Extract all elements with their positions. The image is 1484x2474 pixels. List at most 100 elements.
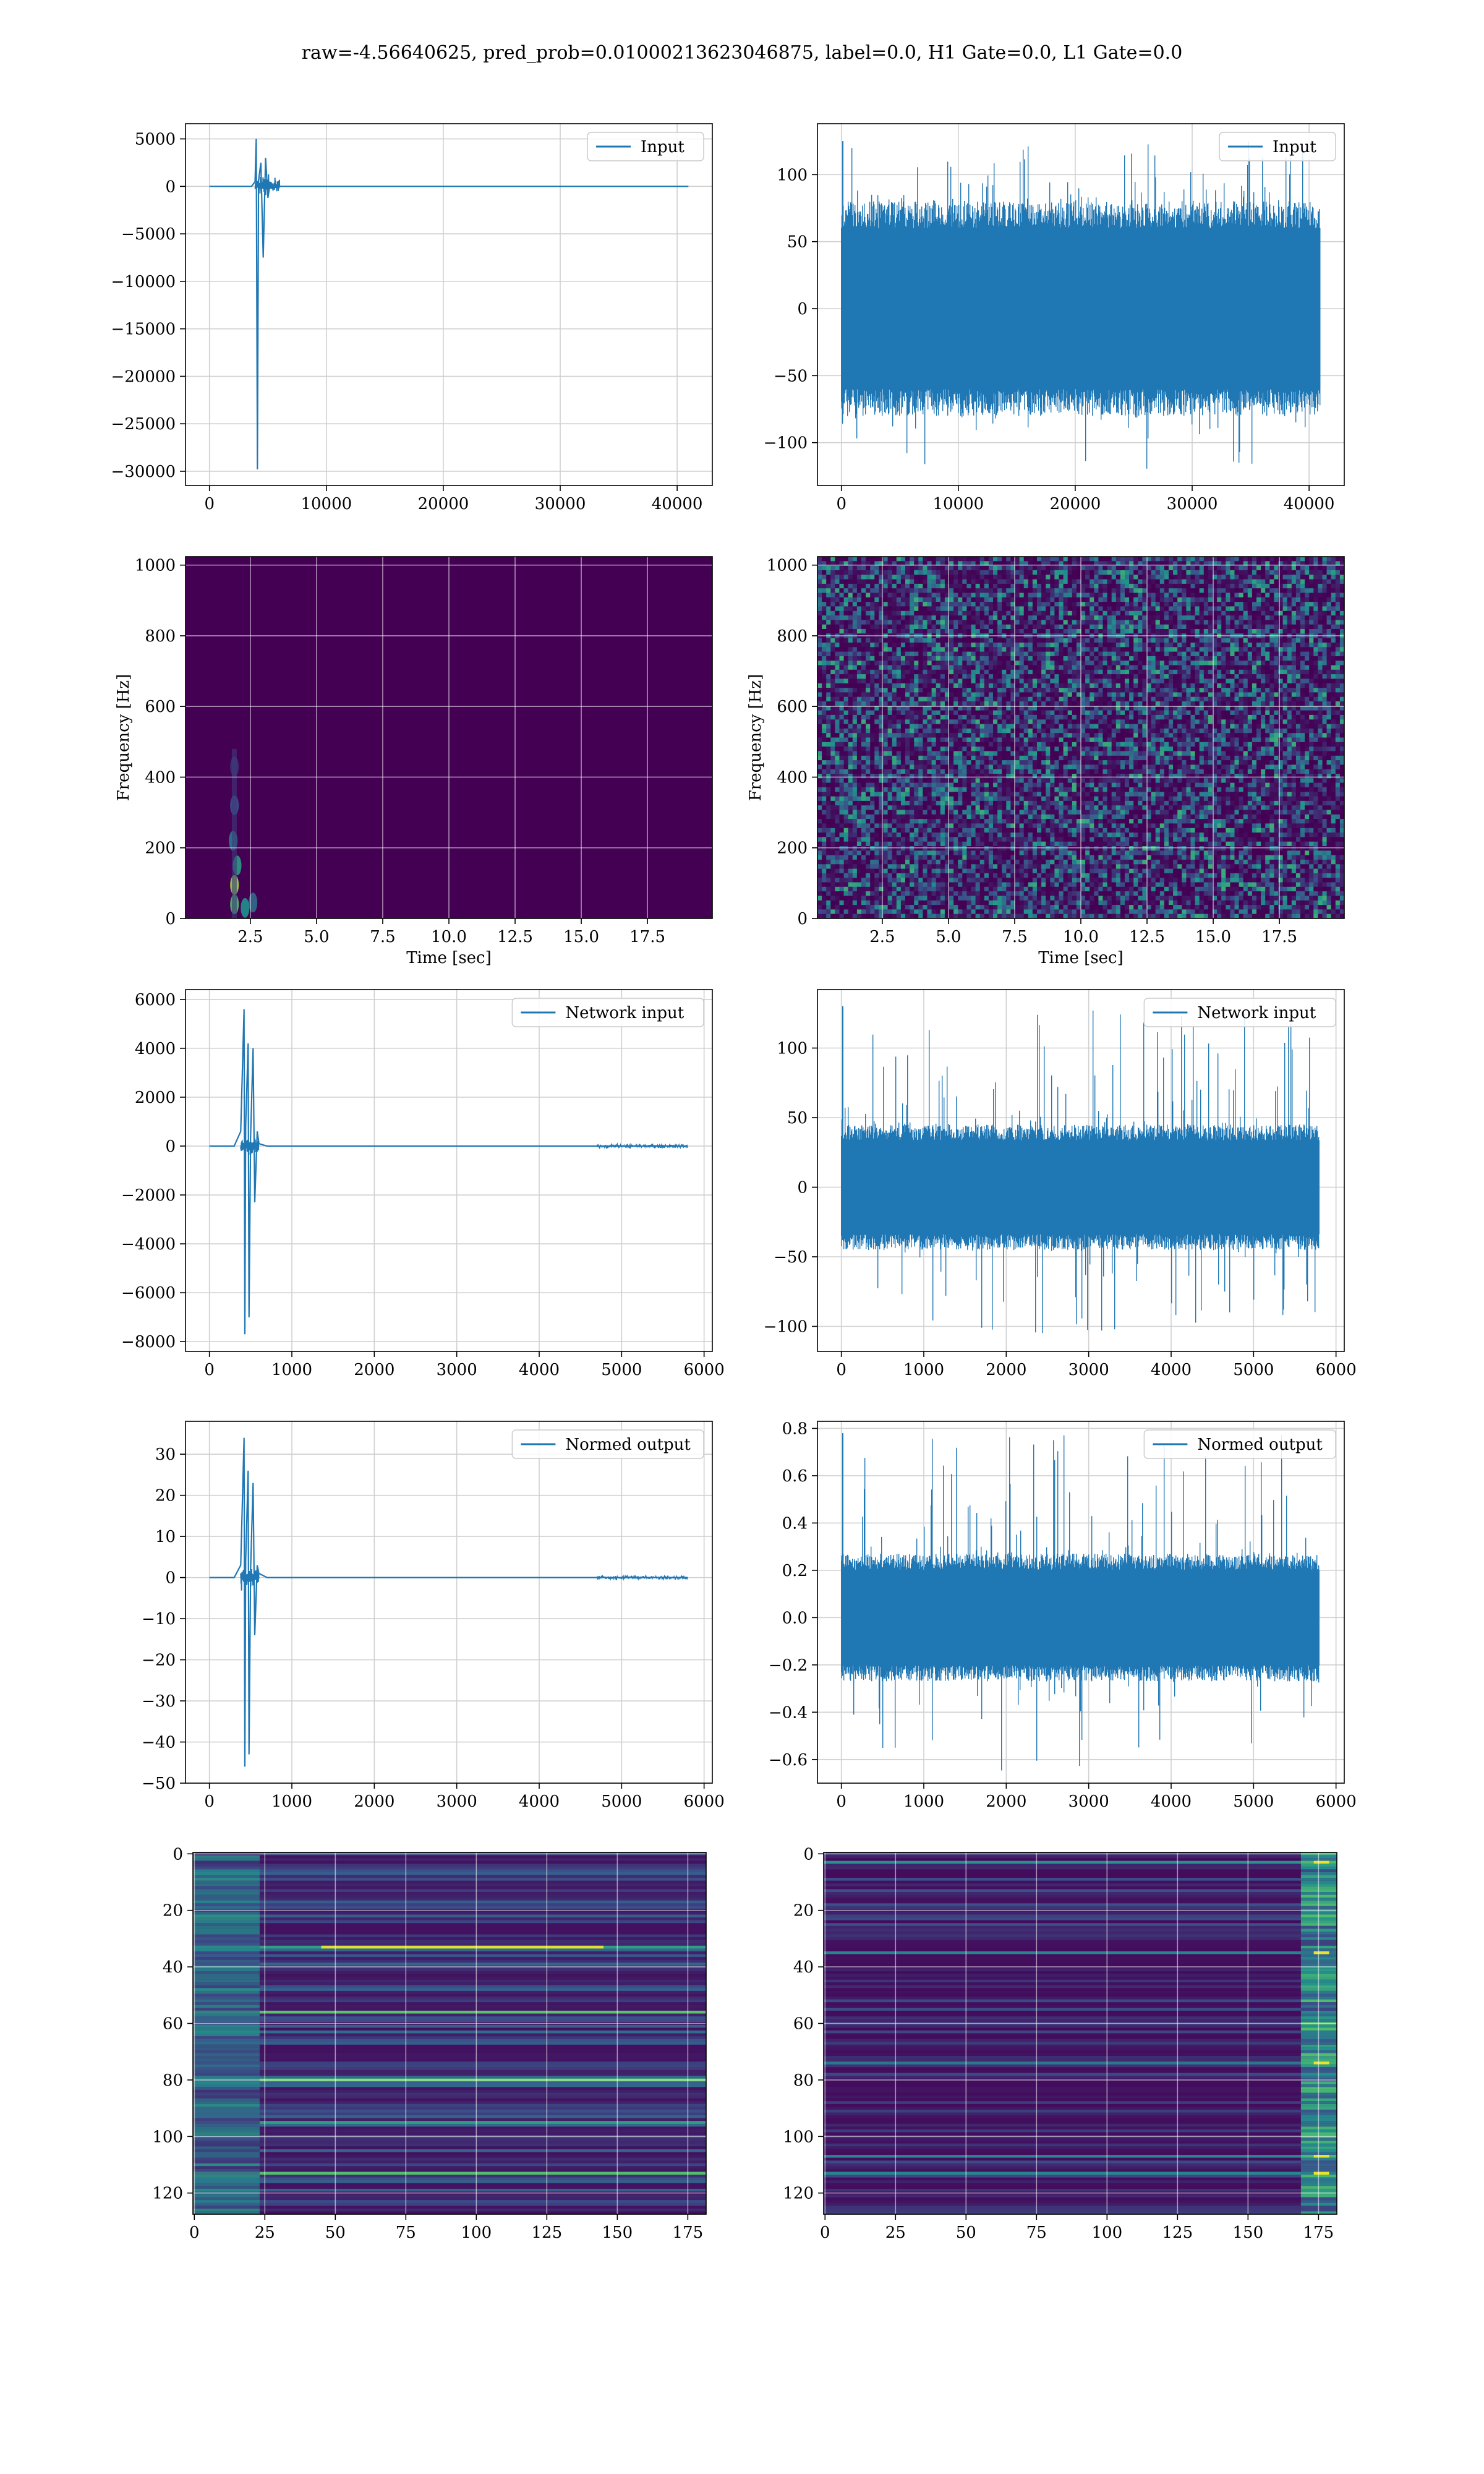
heatmap-cell [1190,642,1196,648]
heatmap-cell [883,593,889,598]
heatmap-cell [1006,728,1011,734]
heatmap-cell [1142,620,1148,625]
heatmap-cell [1015,620,1020,625]
heatmap-cell [984,719,989,725]
heatmap-cell [817,656,822,661]
heatmap-cell [953,728,958,734]
heatmap-cell [966,719,972,725]
heatmap-cell [1120,669,1125,675]
heatmap-cell [1291,597,1297,602]
heatmap-cell [1300,565,1305,571]
heatmap-cell [1169,557,1174,562]
heatmap-cell [988,733,994,738]
heatmap-cell [1028,615,1033,621]
heatmap-cell [830,696,835,702]
heatmap-cell [1015,656,1020,661]
heatmap-cell [1102,647,1108,653]
heatmap-cell [1217,647,1222,653]
heatmap-cell [1221,688,1226,693]
heatmap-cell [1032,638,1038,643]
heatmap-cell [1046,701,1051,706]
heatmap-cell [1050,678,1055,684]
heatmap-cell [1133,597,1138,602]
heatmap-cell [918,629,923,634]
heatmap-cell [1261,610,1266,616]
heatmap-cell [931,737,937,743]
heatmap-cell [896,724,902,729]
heatmap-cell [892,557,897,562]
heatmap-cell [856,588,862,594]
heatmap-cell [1305,714,1310,720]
heatmap-cell [1028,583,1033,589]
legend-box [587,132,704,161]
heatmap-cell [927,737,932,743]
heatmap-cell [839,575,845,580]
heatmap-cell [1107,683,1112,688]
heatmap-cell [966,692,972,698]
heatmap-cell [1221,593,1226,598]
heatmap-cell [1239,651,1244,657]
heatmap-cell [1177,561,1182,567]
heatmap-cell [852,651,858,657]
heatmap-cell [997,701,1002,706]
heatmap-cell [1199,597,1205,602]
heatmap-cell [1125,561,1130,567]
heatmap-cell [1085,583,1090,589]
heatmap-cell [979,610,985,616]
heatmap-cell [940,624,945,630]
heatmap-cell [949,714,954,720]
heatmap-cell [905,669,910,675]
heatmap-cell [1322,557,1328,562]
heatmap-cell [1041,692,1046,698]
heatmap-cell [1326,688,1332,693]
heatmap-cell [1213,602,1217,607]
heatmap-cell [843,561,849,567]
heatmap-cell [1252,647,1257,653]
heatmap-cell [1120,629,1125,634]
heatmap-cell [1059,579,1064,584]
heatmap-cell [993,656,998,661]
heatmap-cell [1199,647,1205,653]
heatmap-cell [944,606,950,612]
heatmap-cell [905,656,910,661]
heatmap-cell [1230,615,1235,621]
heatmap-cell [1217,620,1222,625]
heatmap-cell [822,728,827,734]
heatmap-cell [1186,597,1192,602]
heatmap-cell [1164,575,1169,580]
heatmap-cell [1195,575,1200,580]
heatmap-cell [1186,593,1192,598]
heatmap-cell [979,674,985,680]
heatmap-cell [1190,610,1196,616]
heatmap-cell [1226,656,1230,661]
heatmap-cell [1102,688,1108,693]
heatmap-cell [1076,575,1081,580]
heatmap-cell [1050,688,1055,693]
heatmap-cell [997,620,1002,625]
heatmap-cell [883,678,889,684]
heatmap-cell [848,683,853,688]
heatmap-cell [866,710,871,716]
heatmap-cell [1129,557,1134,562]
heatmap-cell [835,597,840,602]
heatmap-cell [1151,665,1156,670]
heatmap-cell [958,579,963,584]
heatmap-cell [879,606,884,612]
heatmap-cell [905,597,910,602]
heatmap-cell [936,579,941,584]
heatmap-cell [874,606,879,612]
heatmap-cell [1059,606,1064,612]
heatmap-cell [1295,629,1301,634]
heatmap-cell [1309,624,1314,630]
heatmap-cell [1169,701,1174,706]
heatmap-cell [1046,610,1051,616]
heatmap-cell [879,583,884,589]
heatmap-cell [1125,678,1130,684]
heatmap-cell [966,665,972,670]
heatmap-cell [1239,669,1244,675]
heatmap-cell [1085,615,1090,621]
heatmap-cell [914,606,919,612]
heatmap-cell [1054,642,1060,648]
heatmap-cell [1295,669,1301,675]
